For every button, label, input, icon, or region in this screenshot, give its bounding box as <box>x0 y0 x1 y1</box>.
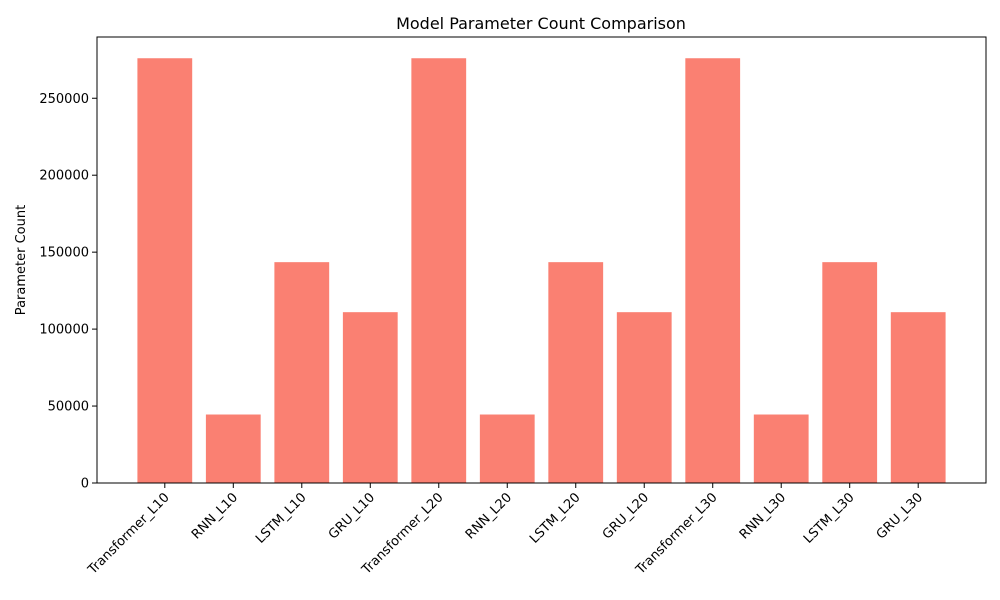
y-tick-label: 0 <box>81 477 89 492</box>
x-tick-label: RNN_L10 <box>189 490 241 542</box>
x-tick-label: LSTM_L10 <box>253 490 310 547</box>
bar-LSTM_L20 <box>548 262 604 483</box>
y-ticks-group: 0 50000 100000 150000 200000 250000 <box>39 92 97 492</box>
bar-RNN_L30 <box>753 414 809 483</box>
y-axis-label: Parameter Count <box>14 205 29 315</box>
chart-title: Model Parameter Count Comparison <box>396 14 686 33</box>
y-tick-label: 150000 <box>39 246 89 261</box>
y-tick-label: 250000 <box>39 92 89 107</box>
y-tick-label: 50000 <box>48 400 89 415</box>
bar-GRU_L10 <box>342 312 398 483</box>
x-tick-label: LSTM_L30 <box>801 490 858 547</box>
bar-Transformer_L30 <box>685 58 741 483</box>
x-tick-label: LSTM_L20 <box>527 490 584 547</box>
x-tick-label: Transformer_L10 <box>85 490 173 578</box>
x-tick-label: GRU_L30 <box>874 490 926 542</box>
bar-Transformer_L20 <box>411 58 467 483</box>
x-tick-label: GRU_L20 <box>600 490 652 542</box>
y-tick-label: 200000 <box>39 169 89 184</box>
bar-Transformer_L10 <box>137 58 193 483</box>
bars-group <box>137 58 946 483</box>
x-tick-label: RNN_L30 <box>737 490 789 542</box>
y-tick-label: 100000 <box>39 323 89 338</box>
bar-RNN_L20 <box>479 414 535 483</box>
axes-frame <box>96 36 987 484</box>
x-tick-label: RNN_L20 <box>463 490 515 542</box>
x-tick-label: GRU_L10 <box>326 490 378 542</box>
x-ticks-group: Transformer_L10 RNN_L10 LSTM_L10 GRU_L10Tra… <box>85 483 926 578</box>
bar-RNN_L10 <box>205 414 261 483</box>
bar-GRU_L30 <box>890 312 946 483</box>
bar-LSTM_L30 <box>822 262 878 483</box>
bar-GRU_L20 <box>616 312 672 483</box>
bar-LSTM_L10 <box>274 262 330 483</box>
